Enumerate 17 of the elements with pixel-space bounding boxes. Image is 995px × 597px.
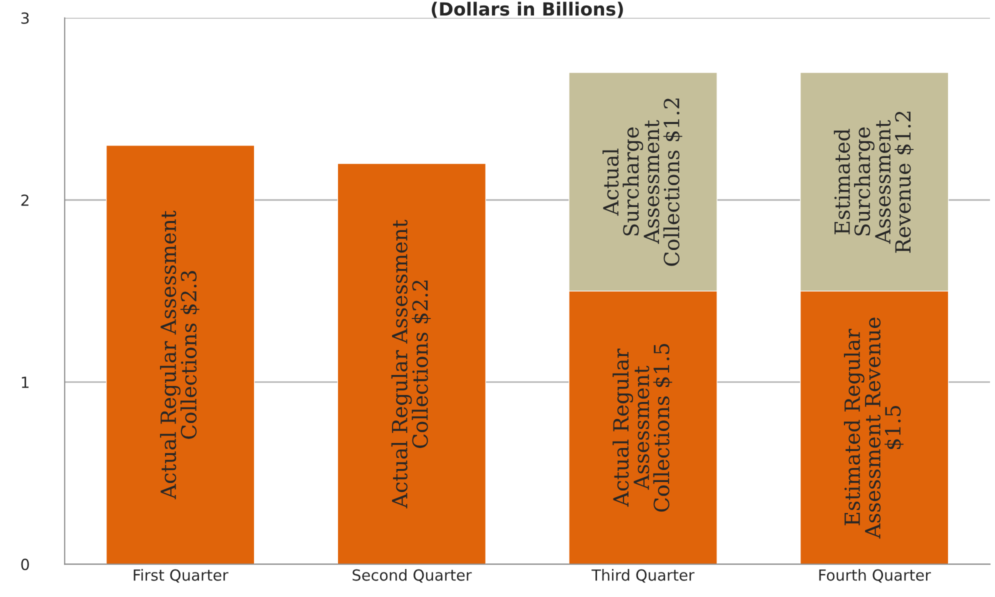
- bar: [106, 145, 255, 564]
- data-label: Actual Surcharge Assessment Collections $1.2: [602, 98, 682, 266]
- data-label: Estimated Regular Assessment Revenue $1.5: [844, 318, 904, 539]
- x-tick-label: Fourth Quarter: [819, 569, 931, 583]
- data-label: Estimated Surcharge Assessment Revenue $1.2: [834, 112, 914, 253]
- x-tick-label: First Quarter: [134, 569, 228, 583]
- data-label: Actual Regular Assessment Collections $1.5: [612, 344, 672, 512]
- data-label: Actual Regular Assessment Collections $2.3: [160, 210, 200, 500]
- y-tick-label: 1: [22, 376, 29, 388]
- x-tick-label: Third Quarter: [592, 569, 694, 583]
- chart-title: (Dollars in Billions): [432, 2, 623, 18]
- x-tick-label: Second Quarter: [352, 569, 472, 583]
- y-tick-label: 2: [21, 194, 28, 206]
- data-label: Actual Regular Assessment Collections $2.2: [391, 220, 431, 508]
- bar: [337, 163, 486, 564]
- y-tick-label: 0: [21, 558, 29, 570]
- y-tick-label: 3: [21, 12, 29, 24]
